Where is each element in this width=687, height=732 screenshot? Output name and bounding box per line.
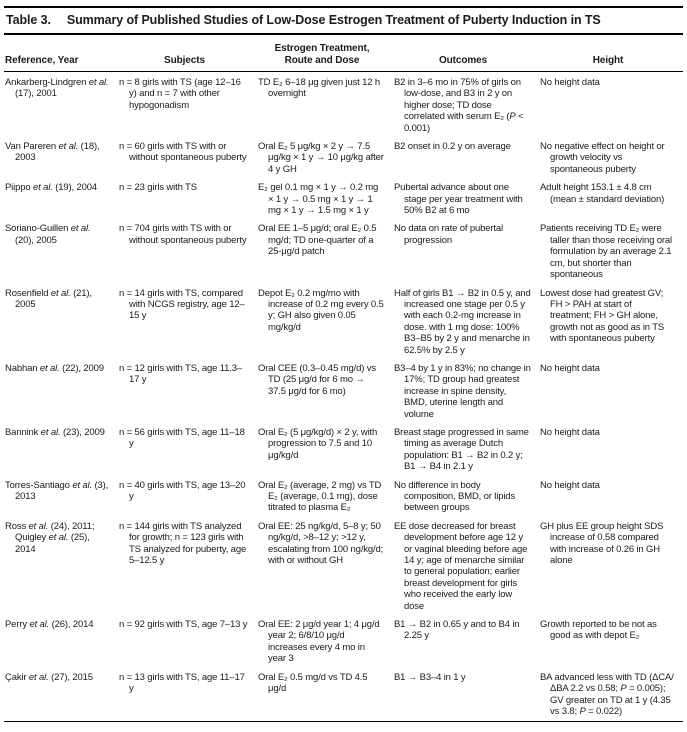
treatment-cell: Oral EE: 2 μg/d year 1; 4 μg/d year 2; 6… bbox=[258, 619, 380, 665]
subjects-cell: n = 92 girls with TS, age 7–13 y bbox=[119, 619, 248, 631]
height-cell: Adult height 153.1 ± 4.8 cm (mean ± stan… bbox=[540, 182, 665, 205]
treatment-cell: Depot E₂ 0.2 mg/mo with increase of 0.2 … bbox=[258, 287, 384, 333]
subjects-cell: n = 60 girls with TS with or without spo… bbox=[119, 141, 247, 164]
height-cell: Lowest dose had greatest GV; FH > PAH at… bbox=[540, 287, 665, 345]
outcomes-cell: B1 → B2 in 0.65 y and to B4 in 2.25 y bbox=[394, 619, 520, 642]
table-row: Torres-Santiago et al. (3), 2013 n = 40 … bbox=[4, 476, 683, 517]
treatment-cell: E₂ gel 0.1 mg × 1 y → 0.2 mg × 1 y → 0.5… bbox=[258, 182, 379, 217]
subjects-cell: n = 144 girls with TS analyzed for growt… bbox=[119, 520, 247, 567]
subjects-cell: n = 8 girls with TS (age 12–16 y) and n … bbox=[119, 77, 241, 111]
height-cell: No height data bbox=[540, 362, 600, 374]
reference-cell: Piippo et al. (19), 2004 bbox=[5, 182, 97, 194]
column-header-outcomes: Outcomes bbox=[393, 35, 539, 72]
height-cell: Patients receiving TD E₂ were taller tha… bbox=[540, 223, 672, 281]
reference-cell: Bannink et al. (23), 2009 bbox=[5, 426, 105, 438]
outcomes-cell: B3–4 by 1 y in 83%; no change in 17%; TD… bbox=[394, 362, 531, 420]
subjects-cell: n = 56 girls with TS, age 11–18 y bbox=[119, 426, 245, 450]
table-title-text: Summary of Published Studies of Low-Dose… bbox=[66, 13, 601, 27]
reference-cell: Rosenfield et al. (21), 2005 bbox=[5, 287, 92, 310]
table-row: Soriano-Guillen et al. (20), 2005 n = 70… bbox=[4, 220, 683, 284]
height-cell: No height data bbox=[540, 77, 600, 88]
reference-cell: Çakir et al. (27), 2015 bbox=[5, 671, 93, 683]
subjects-cell: n = 704 girls with TS with or without sp… bbox=[119, 223, 247, 246]
reference-cell: Soriano-Guillen et al. (20), 2005 bbox=[5, 223, 91, 246]
height-cell: No height data bbox=[540, 479, 600, 491]
treatment-cell: Oral E₂ 0.5 mg/d vs TD 4.5 μg/d bbox=[258, 671, 368, 695]
treatment-cell: Oral EE 1–5 μg/d; oral E₂ 0.5 mg/d; TD o… bbox=[258, 223, 377, 258]
outcomes-cell: EE dose decreased for breast development… bbox=[394, 520, 528, 612]
subjects-cell: n = 13 girls with TS, age 11–17 y bbox=[119, 671, 245, 695]
outcomes-cell: B2 in 3–6 mo in 75% of girls on low-dose… bbox=[394, 77, 524, 134]
table-row: Perry et al. (26), 2014 n = 92 girls wit… bbox=[4, 616, 683, 669]
table-row: Piippo et al. (19), 2004 n = 23 girls wi… bbox=[4, 179, 683, 220]
outcomes-cell: No difference in body composition, BMD, … bbox=[394, 479, 516, 514]
reference-cell: Torres-Santiago et al. (3), 2013 bbox=[5, 479, 109, 502]
studies-table: Reference, Year Subjects Estrogen Treatm… bbox=[4, 35, 683, 722]
height-cell: Growth reported to be not as good as wit… bbox=[540, 619, 657, 642]
table-row: Bannink et al. (23), 2009 n = 56 girls w… bbox=[4, 423, 683, 476]
outcomes-cell: B2 onset in 0.2 y on average bbox=[394, 141, 511, 153]
outcomes-cell: No data on rate of pubertal progression bbox=[394, 223, 503, 246]
subjects-cell: n = 23 girls with TS bbox=[119, 182, 197, 194]
table-row: Rosenfield et al. (21), 2005 n = 14 girl… bbox=[4, 284, 683, 359]
reference-cell: Van Pareren et al. (18), 2003 bbox=[5, 141, 100, 164]
table-row: Van Pareren et al. (18), 2003 n = 60 gir… bbox=[4, 138, 683, 179]
reference-cell: Perry et al. (26), 2014 bbox=[5, 619, 94, 631]
table-row: Nabhan et al. (22), 2009 n = 12 girls wi… bbox=[4, 359, 683, 423]
outcomes-cell: Half of girls B1 → B2 in 0.5 y, and incr… bbox=[394, 287, 531, 356]
reference-cell: Nabhan et al. (22), 2009 bbox=[5, 362, 104, 374]
height-cell: GH plus EE group height SDS increase of … bbox=[540, 520, 664, 567]
subjects-cell: n = 12 girls with TS, age 11.3–17 y bbox=[119, 362, 243, 386]
reference-cell: Ross et al. (24), 2011; Quigley et al. (… bbox=[5, 520, 95, 555]
height-cell: No height data bbox=[540, 426, 600, 438]
treatment-cell: Oral EE: 25 ng/kg/d, 5–8 y; 50 ng/kg/d, … bbox=[258, 520, 384, 567]
treatment-cell: Oral E₂ 5 μg/kg × 2 y → 7.5 μg/kg × 1 y … bbox=[258, 141, 384, 175]
table-row: Ross et al. (24), 2011; Quigley et al. (… bbox=[4, 517, 683, 615]
column-header-treatment: Estrogen Treatment, Route and Dose bbox=[257, 35, 393, 72]
outcomes-cell: B1 → B3–4 in 1 y bbox=[394, 671, 466, 683]
treatment-cell: Oral E₂ (average, 2 mg) vs TD E₂ (averag… bbox=[258, 479, 382, 514]
subjects-cell: n = 14 girls with TS, compared with NCGS… bbox=[119, 287, 245, 322]
table-title: Table 3. Summary of Published Studies of … bbox=[4, 6, 683, 35]
table-row: Çakir et al. (27), 2015 n = 13 girls wit… bbox=[4, 668, 683, 721]
treatment-cell: TD E₂ 6–18 μg given just 12 h overnight bbox=[258, 77, 381, 100]
table-number: Table 3. bbox=[6, 13, 51, 27]
treatment-cell: Oral E₂ (5 μg/kg/d) × 2 y, with progress… bbox=[258, 426, 378, 461]
treatment-cell: Oral CEE (0.3–0.45 mg/d) vs TD (25 μg/d … bbox=[258, 362, 376, 397]
column-header-reference: Reference, Year bbox=[4, 35, 118, 72]
outcomes-cell: Pubertal advance about one stage per yea… bbox=[394, 182, 523, 217]
header-row: Reference, Year Subjects Estrogen Treatm… bbox=[4, 35, 683, 72]
column-header-subjects: Subjects bbox=[118, 35, 257, 72]
height-cell: No negative effect on height or growth v… bbox=[540, 141, 665, 175]
column-header-height: Height bbox=[539, 35, 683, 72]
height-cell: BA advanced less with TD (ΔCA/ΔBA 2.2 vs… bbox=[540, 671, 674, 717]
reference-cell: Ankarberg-Lindgren et al. (17), 2001 bbox=[5, 77, 109, 100]
outcomes-cell: Breast stage progressed in same timing a… bbox=[394, 426, 529, 473]
subjects-cell: n = 40 girls with TS, age 13–20 y bbox=[119, 479, 246, 502]
table-row: Ankarberg-Lindgren et al. (17), 2001 n =… bbox=[4, 72, 683, 138]
